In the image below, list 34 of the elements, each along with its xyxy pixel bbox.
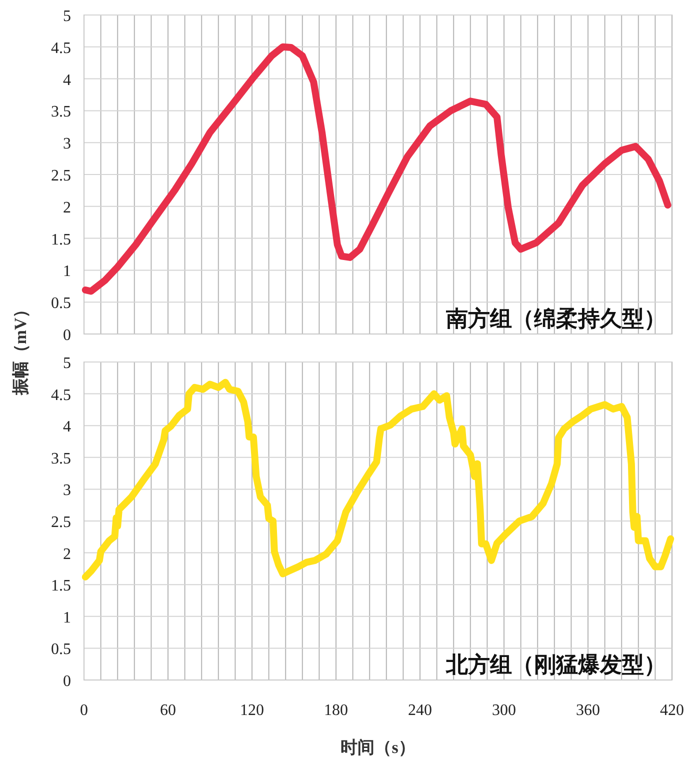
- x-axis-title: 时间（s）: [340, 738, 416, 757]
- y-tick-label: 1: [63, 263, 71, 280]
- y-tick-label: 1.5: [51, 231, 71, 248]
- y-tick-label: 4.5: [51, 386, 71, 404]
- y-tick-label: 1.5: [51, 578, 71, 595]
- y-axis-title: 振幅（mV）: [11, 300, 30, 396]
- y-tick-label: 2.5: [51, 168, 71, 184]
- y-tick-label: 0: [63, 327, 71, 344]
- x-tick-label: 300: [492, 702, 516, 719]
- y-tick-label: 0: [63, 673, 71, 690]
- x-tick-label: 360: [576, 702, 600, 719]
- y-tick-label: 0.5: [51, 641, 71, 658]
- y-tick-label: 2: [63, 199, 71, 216]
- y-tick-label: 2.5: [51, 514, 71, 531]
- y-tick-label: 3.5: [51, 450, 71, 468]
- y-tick-label: 5: [63, 355, 71, 372]
- y-tick-label: 0.5: [51, 295, 71, 312]
- x-tick-label: 180: [324, 702, 348, 719]
- annotation: 北方组（刚猛爆发型）: [445, 652, 666, 677]
- y-tick-label: 2: [63, 546, 71, 563]
- x-tick-label: 240: [408, 702, 432, 719]
- y-tick-label: 4: [63, 418, 71, 436]
- y-tick-label: 3: [63, 482, 71, 500]
- y-tick-label: 1: [63, 609, 71, 626]
- y-tick-label: 4: [63, 72, 71, 89]
- y-tick-label: 3.5: [51, 104, 71, 121]
- annotation: 南方组（绵柔持久型）: [445, 306, 666, 331]
- x-tick-label: 120: [240, 702, 264, 719]
- y-tick-label: 5: [63, 8, 71, 25]
- x-tick-label: 420: [660, 702, 684, 719]
- y-tick-label: 4.5: [51, 40, 71, 57]
- x-tick-label: 60: [160, 702, 176, 719]
- x-tick-label: 0: [80, 702, 88, 719]
- y-tick-label: 3: [63, 136, 71, 153]
